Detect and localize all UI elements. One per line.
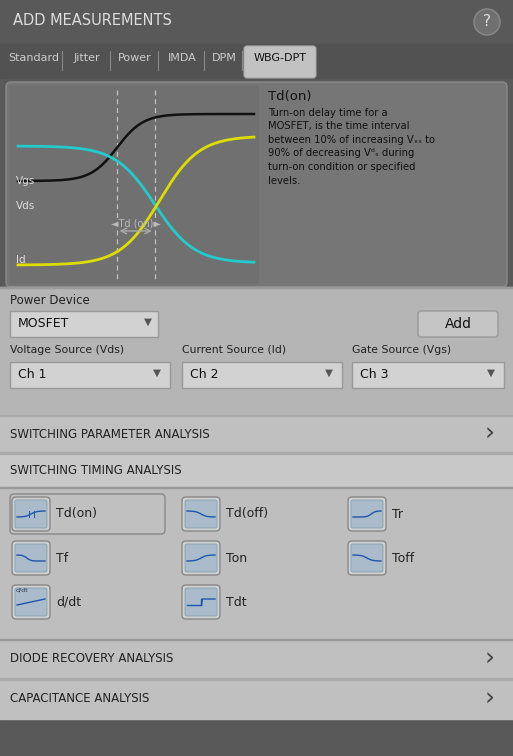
Text: ◄Td (on)►: ◄Td (on)► — [111, 218, 161, 228]
Bar — [0, 287, 513, 415]
Bar — [0, 487, 513, 488]
Text: Power: Power — [118, 53, 152, 63]
FancyBboxPatch shape — [185, 588, 217, 616]
Text: Tf: Tf — [56, 551, 68, 565]
FancyBboxPatch shape — [244, 46, 316, 78]
FancyBboxPatch shape — [10, 494, 165, 534]
Text: Add: Add — [444, 317, 471, 331]
Text: MOSFET: MOSFET — [18, 317, 69, 330]
Text: Tdt: Tdt — [226, 596, 247, 609]
FancyBboxPatch shape — [15, 544, 47, 572]
Text: IMDA: IMDA — [168, 53, 196, 63]
FancyBboxPatch shape — [185, 544, 217, 572]
Text: Current Source (Id): Current Source (Id) — [182, 345, 286, 355]
FancyBboxPatch shape — [182, 585, 220, 619]
Text: DPM: DPM — [211, 53, 236, 63]
FancyBboxPatch shape — [6, 82, 507, 287]
Text: d/dt: d/dt — [16, 587, 29, 592]
Text: Toff: Toff — [392, 551, 415, 565]
Bar — [0, 415, 513, 453]
Bar — [0, 415, 513, 416]
Text: between 10% of increasing Vₓₛ to: between 10% of increasing Vₓₛ to — [268, 135, 435, 145]
Bar — [0, 44, 513, 78]
Text: ▼: ▼ — [153, 368, 161, 378]
Text: ›: › — [485, 687, 495, 711]
Bar — [0, 678, 513, 679]
Text: Tr: Tr — [392, 507, 403, 520]
Bar — [0, 287, 513, 288]
Text: ›: › — [485, 647, 495, 671]
Text: 90% of decreasing Vᵈₛ during: 90% of decreasing Vᵈₛ during — [268, 148, 415, 159]
Text: CAPACITANCE ANALYSIS: CAPACITANCE ANALYSIS — [10, 692, 149, 705]
Bar — [0, 453, 513, 487]
Text: Power Device: Power Device — [10, 294, 90, 307]
Text: ADD MEASUREMENTS: ADD MEASUREMENTS — [13, 13, 172, 28]
Text: Gate Source (Vgs): Gate Source (Vgs) — [352, 345, 451, 355]
FancyBboxPatch shape — [351, 544, 383, 572]
Circle shape — [474, 9, 500, 35]
Bar — [0, 0, 513, 44]
Bar — [10, 86, 258, 283]
Text: ▼: ▼ — [325, 368, 333, 378]
Bar — [0, 452, 513, 453]
Text: Ch 3: Ch 3 — [360, 368, 388, 381]
Text: Ch 2: Ch 2 — [190, 368, 219, 381]
Text: Vds: Vds — [16, 201, 35, 211]
FancyBboxPatch shape — [12, 541, 50, 575]
Text: Td(off): Td(off) — [226, 507, 268, 520]
FancyBboxPatch shape — [12, 497, 50, 531]
FancyBboxPatch shape — [182, 541, 220, 575]
FancyBboxPatch shape — [185, 500, 217, 528]
Bar — [182, 362, 342, 388]
FancyBboxPatch shape — [351, 500, 383, 528]
Text: Jitter: Jitter — [74, 53, 101, 63]
FancyBboxPatch shape — [348, 541, 386, 575]
Text: Voltage Source (Vds): Voltage Source (Vds) — [10, 345, 124, 355]
Bar — [0, 639, 513, 679]
FancyBboxPatch shape — [418, 311, 498, 337]
Text: Td(on): Td(on) — [268, 90, 311, 103]
Text: SWITCHING PARAMETER ANALYSIS: SWITCHING PARAMETER ANALYSIS — [10, 427, 210, 441]
Bar — [10, 311, 158, 337]
Text: MOSFET, is the time interval: MOSFET, is the time interval — [268, 122, 409, 132]
Text: Ton: Ton — [226, 551, 247, 565]
Text: d/dt: d/dt — [56, 596, 81, 609]
Text: Td(on): Td(on) — [56, 507, 97, 520]
Text: ▼: ▼ — [487, 368, 495, 378]
Bar — [10, 362, 170, 388]
Text: Vgs: Vgs — [16, 176, 35, 186]
Text: Id: Id — [16, 255, 26, 265]
Bar — [352, 362, 504, 388]
Text: SWITCHING TIMING ANALYSIS: SWITCHING TIMING ANALYSIS — [10, 463, 182, 476]
FancyBboxPatch shape — [15, 500, 47, 528]
Text: Standard: Standard — [9, 53, 60, 63]
Bar — [0, 453, 513, 454]
Text: WBG-DPT: WBG-DPT — [253, 53, 306, 63]
Text: Turn-on delay time for a: Turn-on delay time for a — [268, 108, 388, 118]
Bar — [0, 679, 513, 680]
Text: DIODE RECOVERY ANALYSIS: DIODE RECOVERY ANALYSIS — [10, 652, 173, 665]
FancyBboxPatch shape — [15, 588, 47, 616]
Text: Ch 1: Ch 1 — [18, 368, 47, 381]
FancyBboxPatch shape — [182, 497, 220, 531]
Text: ›: › — [485, 422, 495, 446]
Text: levels.: levels. — [268, 175, 301, 185]
Text: ▼: ▼ — [144, 317, 152, 327]
Bar — [0, 679, 513, 719]
Text: turn-on condition or specified: turn-on condition or specified — [268, 162, 416, 172]
Bar — [0, 487, 513, 639]
FancyBboxPatch shape — [12, 585, 50, 619]
FancyBboxPatch shape — [348, 497, 386, 531]
Text: ?: ? — [483, 14, 491, 29]
Bar — [0, 639, 513, 640]
